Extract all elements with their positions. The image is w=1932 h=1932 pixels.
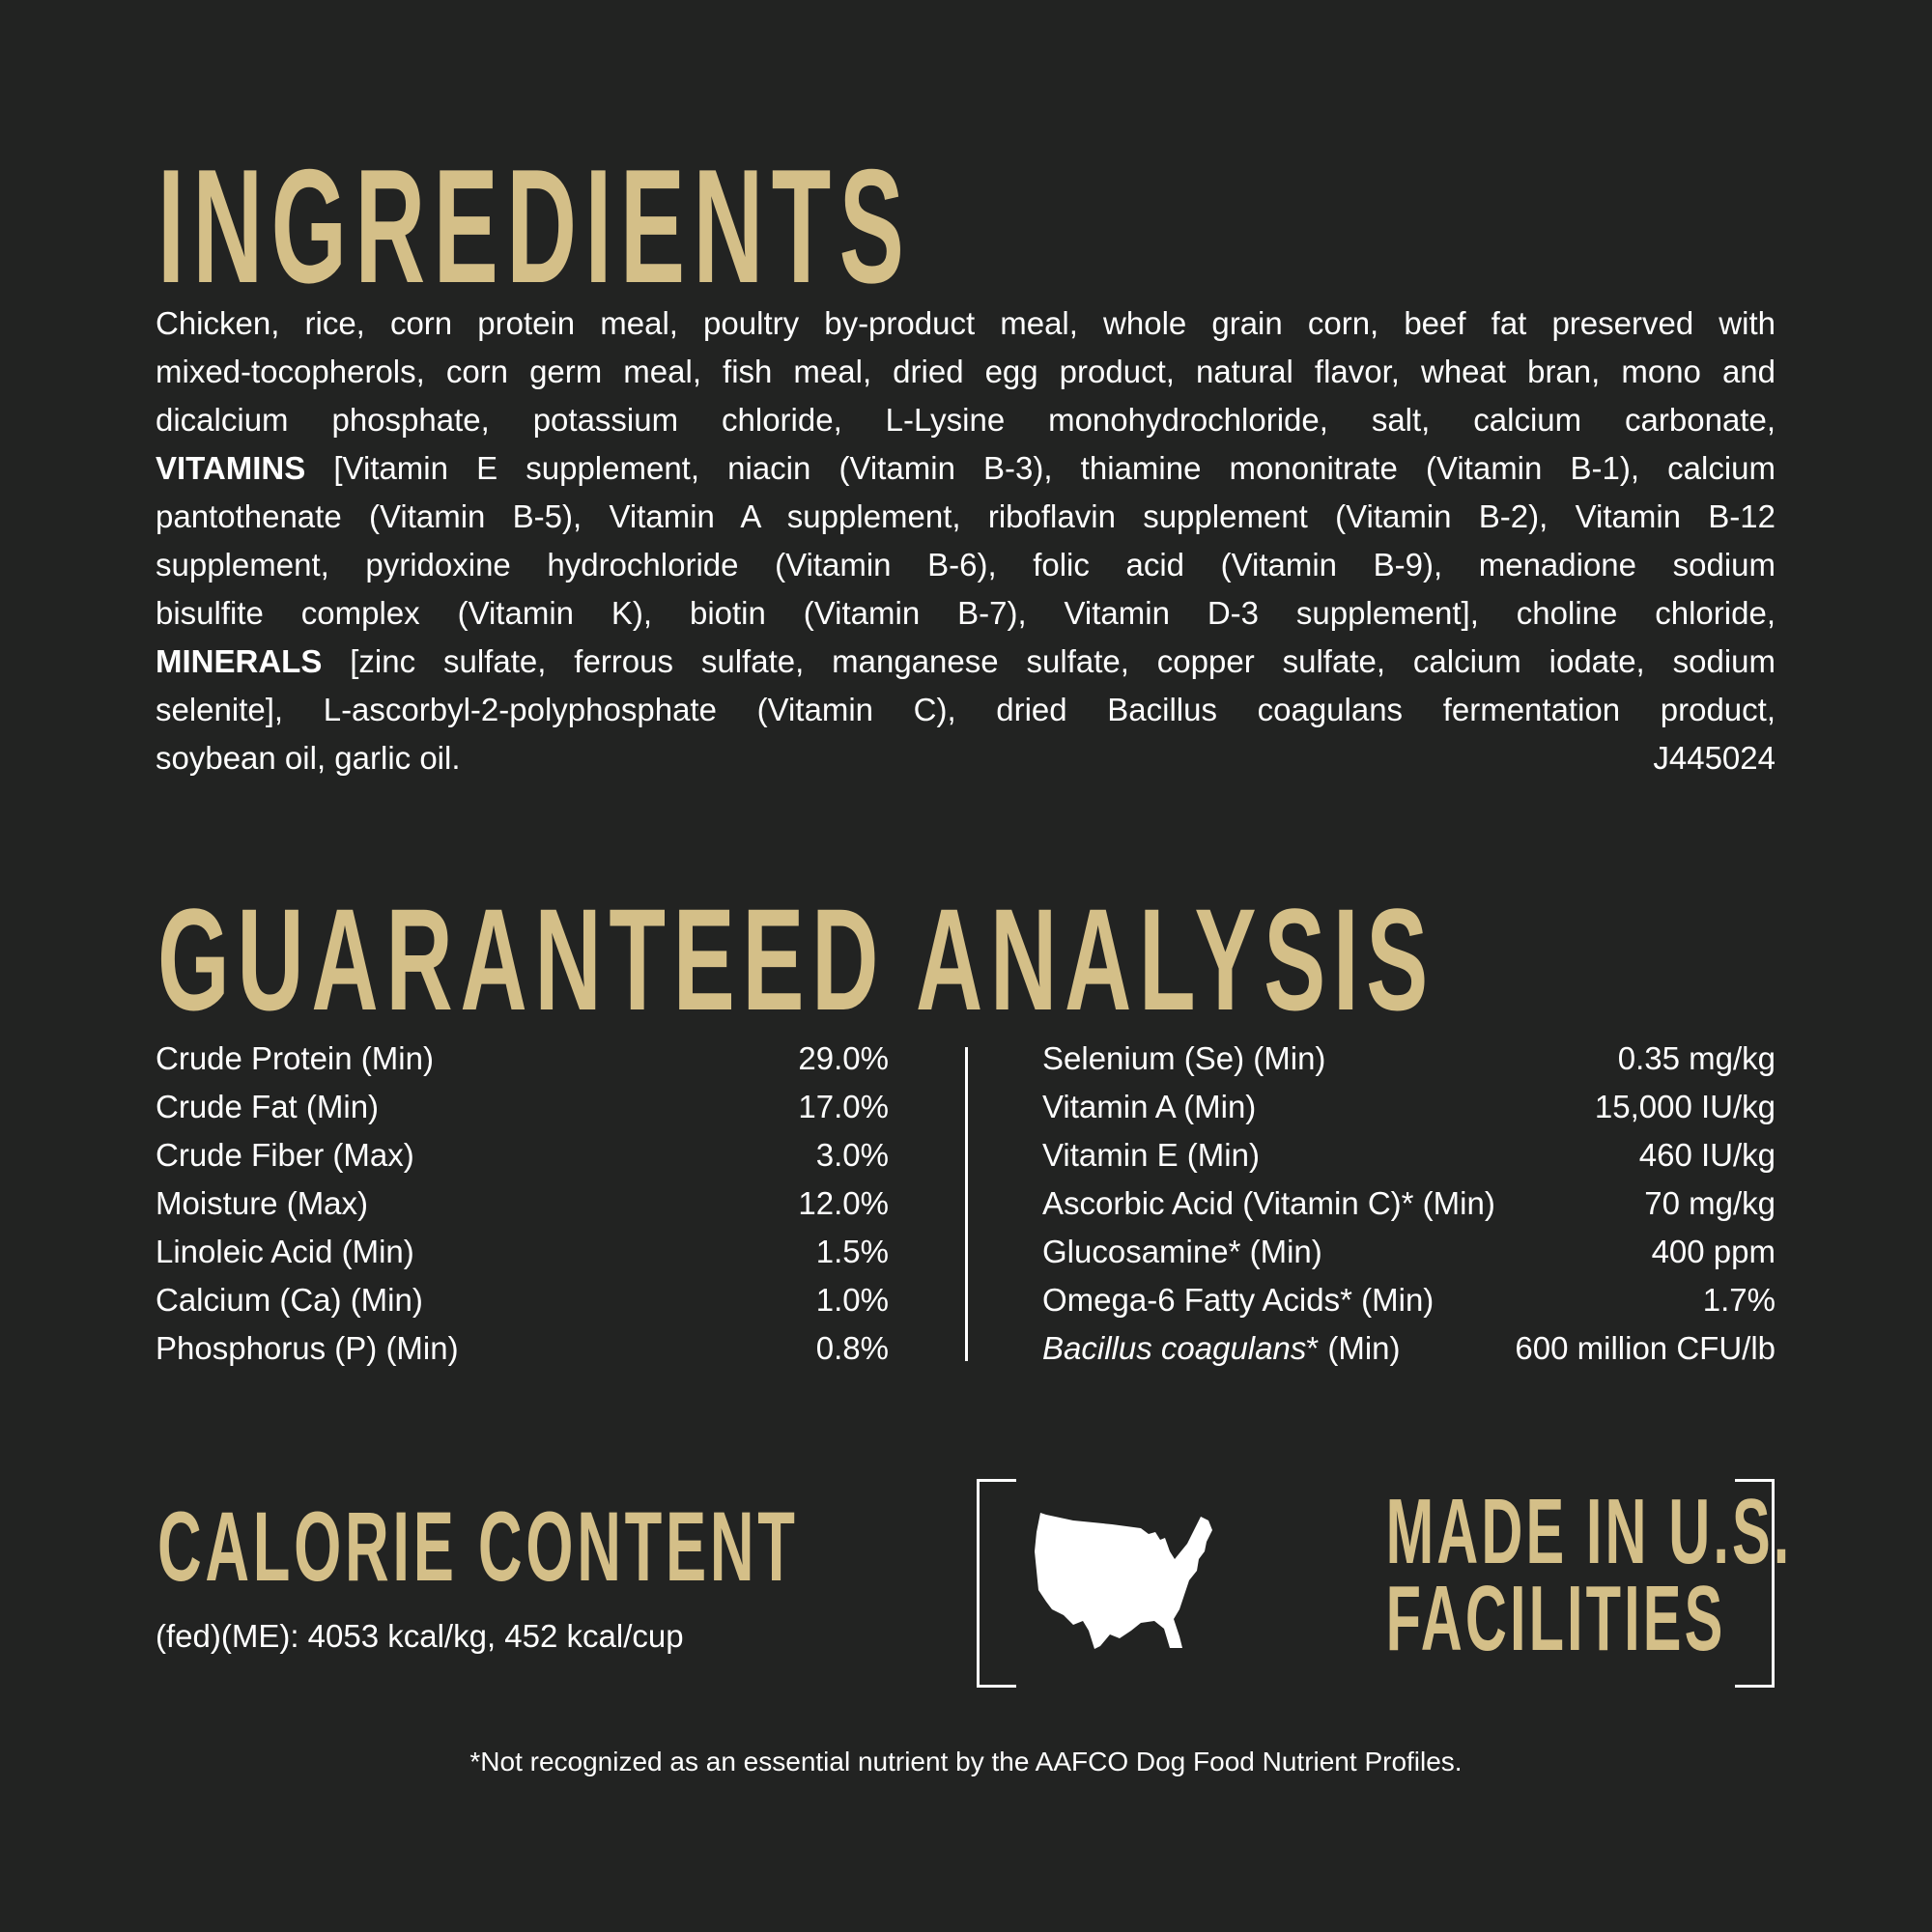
nutrient-name: Crude Protein (Min)	[156, 1040, 434, 1076]
analysis-row: Bacillus coagulans* (Min) 600 million CFU…	[1042, 1324, 1776, 1373]
analysis-row: Selenium (Se) (Min) 0.35 mg/kg	[1042, 1035, 1776, 1083]
made-in-usa-text: MADE IN U.S. FACILITIES	[1305, 1480, 1793, 1670]
line-text: mixed-tocopherols, corn germ meal, fish …	[156, 354, 1776, 389]
nutrient-value: 29.0%	[798, 1040, 889, 1076]
line-text: soybean oil, garlic oil.	[156, 740, 461, 776]
ingredients-line: supplement, pyridoxine hydrochloride (Vi…	[156, 541, 1776, 589]
calorie-content-text: (fed)(ME): 4053 kcal/kg, 452 kcal/cup	[156, 1618, 684, 1654]
analysis-row: Omega-6 Fatty Acids* (Min) 1.7%	[1042, 1276, 1776, 1324]
line-text: dicalcium phosphate, potassium chloride,…	[156, 402, 1776, 438]
analysis-row: Crude Protein (Min) 29.0%	[156, 1035, 889, 1083]
analysis-row: Vitamin E (Min) 460 IU/kg	[1042, 1131, 1776, 1179]
ingredients-line: MINERALS [zinc sulfate, ferrous sulfate,…	[156, 638, 1776, 686]
analysis-row: Ascorbic Acid (Vitamin C)* (Min) 70 mg/kg	[1042, 1179, 1776, 1228]
nutrient-value: 0.35 mg/kg	[1617, 1040, 1776, 1076]
line-text: [zinc sulfate, ferrous sulfate, manganes…	[322, 643, 1776, 679]
made-in-line-1: MADE IN U.S.	[1385, 1480, 1793, 1583]
nutrient-value: 1.7%	[1702, 1282, 1776, 1318]
nutrient-name: Omega-6 Fatty Acids* (Min)	[1042, 1282, 1435, 1318]
minerals-label: MINERALS	[156, 643, 323, 679]
line-text: Chicken, rice, corn protein meal, poultr…	[156, 305, 1776, 341]
nutrient-name: Calcium (Ca) (Min)	[156, 1282, 423, 1318]
ingredients-line: VITAMINS [Vitamin E supplement, niacin (…	[156, 444, 1776, 493]
analysis-row: Moisture (Max) 12.0%	[156, 1179, 889, 1228]
nutrient-value: 0.8%	[815, 1330, 889, 1366]
nutrient-name: Crude Fiber (Max)	[156, 1137, 414, 1173]
nutrient-name: Moisture (Max)	[156, 1185, 369, 1221]
analysis-row: Calcium (Ca) (Min) 1.0%	[156, 1276, 889, 1324]
column-divider	[965, 1047, 968, 1361]
nutrient-value: 400 ppm	[1651, 1234, 1776, 1269]
analysis-row: Crude Fiber (Max) 3.0%	[156, 1131, 889, 1179]
nutrient-value: 17.0%	[798, 1089, 889, 1124]
analysis-row: Vitamin A (Min) 15,000 IU/kg	[1042, 1083, 1776, 1131]
ingredients-line: selenite], L-ascorbyl-2-polyphosphate (V…	[156, 686, 1776, 734]
line-text: bisulfite complex (Vitamin K), biotin (V…	[156, 595, 1776, 631]
nutrient-value: 70 mg/kg	[1644, 1185, 1776, 1221]
line-text: supplement, pyridoxine hydrochloride (Vi…	[156, 547, 1776, 582]
ingredients-line: Chicken, rice, corn protein meal, poultr…	[156, 299, 1776, 348]
vitamins-label: VITAMINS	[156, 450, 306, 486]
nutrient-name: Bacillus coagulans* (Min)	[1042, 1324, 1401, 1373]
analysis-row: Linoleic Acid (Min) 1.5%	[156, 1228, 889, 1276]
ingredients-line: dicalcium phosphate, potassium chloride,…	[156, 396, 1776, 444]
ingredients-line: pantothenate (Vitamin B-5), Vitamin A su…	[156, 493, 1776, 541]
nutrient-value: 460 IU/kg	[1638, 1137, 1776, 1173]
line-text: pantothenate (Vitamin B-5), Vitamin A su…	[156, 498, 1776, 534]
nutrient-value: 1.5%	[815, 1234, 889, 1269]
nutrient-value: 12.0%	[798, 1185, 889, 1221]
made-in-usa-badge: MADE IN U.S. FACILITIES	[977, 1479, 1793, 1688]
nutrient-name: Glucosamine* (Min)	[1042, 1234, 1322, 1269]
nutrient-name: Crude Fat (Min)	[156, 1089, 380, 1124]
nutrient-name: Ascorbic Acid (Vitamin C)* (Min)	[1042, 1185, 1495, 1221]
calorie-content-heading: CALORIE CONTENT	[157, 1492, 799, 1602]
analysis-right-column: Selenium (Se) (Min) 0.35 mg/kg Vitamin A …	[1042, 1035, 1776, 1373]
right-bracket	[1735, 1479, 1775, 1688]
ingredients-last-line: soybean oil, garlic oil. J445024	[156, 734, 1776, 782]
analysis-row: Glucosamine* (Min) 400 ppm	[1042, 1228, 1776, 1276]
nutrient-value: 15,000 IU/kg	[1594, 1089, 1776, 1124]
nutrient-value: 1.0%	[815, 1282, 889, 1318]
left-bracket	[977, 1479, 1016, 1688]
nutrient-name: Linoleic Acid (Min)	[156, 1234, 414, 1269]
line-text: selenite], L-ascorbyl-2-polyphosphate (V…	[156, 692, 1776, 727]
analysis-row: Crude Fat (Min) 17.0%	[156, 1083, 889, 1131]
nutrient-value: 3.0%	[815, 1137, 889, 1173]
ingredients-text: Chicken, rice, corn protein meal, poultr…	[156, 299, 1776, 782]
nutrient-name: Phosphorus (P) (Min)	[156, 1330, 459, 1366]
ingredients-heading: INGREDIENTS	[157, 135, 913, 317]
ingredients-line: mixed-tocopherols, corn germ meal, fish …	[156, 348, 1776, 396]
product-code: J445024	[1653, 740, 1776, 776]
nutrient-value: 600 million CFU/lb	[1515, 1330, 1776, 1366]
made-in-line-2: FACILITIES	[1385, 1567, 1726, 1670]
analysis-left-column: Crude Protein (Min) 29.0% Crude Fat (Min)…	[156, 1035, 889, 1373]
nutrient-name: Selenium (Se) (Min)	[1042, 1040, 1326, 1076]
footnote: *Not recognized as an essential nutrient…	[469, 1747, 1463, 1776]
guaranteed-analysis-heading: GUARANTEED ANALYSIS	[157, 878, 1435, 1040]
nutrient-name: Vitamin E (Min)	[1042, 1137, 1260, 1173]
species-name: Bacillus coagulans	[1042, 1330, 1307, 1366]
usa-map-icon	[1035, 1513, 1212, 1649]
analysis-row: Phosphorus (P) (Min) 0.8%	[156, 1324, 889, 1373]
nutrient-qualifier: * (Min)	[1306, 1330, 1401, 1366]
nutrient-name: Vitamin A (Min)	[1042, 1089, 1257, 1124]
line-text: [Vitamin E supplement, niacin (Vitamin B…	[305, 450, 1776, 486]
ingredients-line: bisulfite complex (Vitamin K), biotin (V…	[156, 589, 1776, 638]
